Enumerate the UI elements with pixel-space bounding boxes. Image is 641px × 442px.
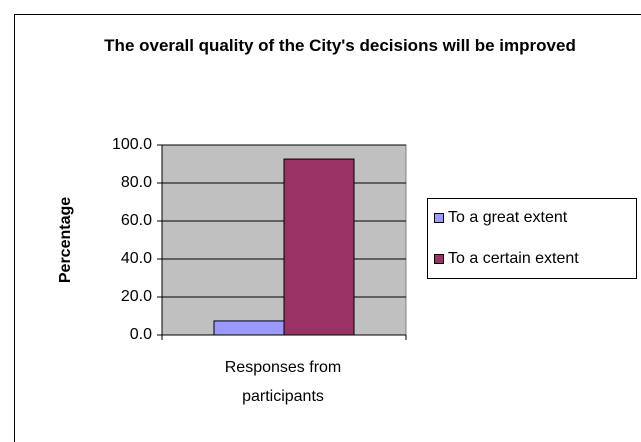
bar: [283, 158, 355, 336]
chart-title: The overall quality of the City's decisi…: [104, 36, 576, 55]
legend-box: [427, 198, 637, 279]
y-axis-label: Percentage: [57, 197, 74, 283]
y-tick-label: 80.0: [121, 174, 152, 191]
y-tick-label: 100.0: [112, 136, 152, 153]
bar: [213, 320, 285, 336]
y-tick-label: 60.0: [121, 212, 152, 229]
legend-swatch: [434, 254, 444, 264]
y-tick-label: 0.0: [130, 326, 152, 343]
legend-label: To a great extent: [448, 209, 568, 226]
y-tick-label: 40.0: [121, 250, 152, 267]
legend-label: To a certain extent: [448, 250, 579, 267]
legend-swatch: [434, 213, 444, 223]
x-tick-label: Responses from participants: [224, 359, 342, 405]
y-tick-label: 20.0: [121, 288, 152, 305]
